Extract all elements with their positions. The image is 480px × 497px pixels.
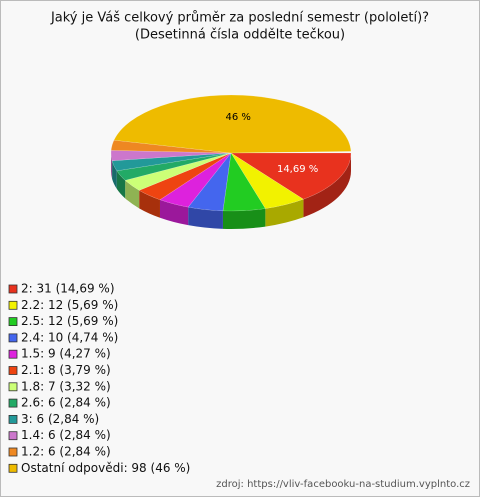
slice-side — [265, 199, 304, 227]
slice — [230, 152, 352, 200]
slice — [113, 94, 352, 154]
legend-label: 1.8: 7 (3,32 %) — [21, 379, 111, 393]
slice — [116, 152, 232, 181]
legend-label: 2.5: 12 (5,69 %) — [21, 314, 118, 328]
chart-title: Jaký je Váš celkový průměr za poslední s… — [50, 11, 429, 26]
slice-side — [111, 153, 113, 179]
slice-side — [188, 207, 223, 229]
slice-side — [222, 208, 266, 229]
legend-swatch — [8, 300, 18, 310]
legend-label: 2.6: 6 (2,84 %) — [21, 396, 111, 410]
legend-label: 2.2: 12 (5,69 %) — [21, 298, 118, 312]
legend-label: 3: 6 (2,84 %) — [21, 412, 99, 426]
legend-swatch — [8, 333, 18, 343]
slice-side — [303, 153, 351, 218]
legend-label: 1.2: 6 (2,84 %) — [21, 445, 111, 459]
legend-swatch — [8, 382, 18, 392]
legend-swatch — [8, 284, 18, 294]
value-label: 46 % — [226, 112, 251, 123]
legend-swatch — [8, 447, 18, 457]
slice-side — [159, 199, 189, 226]
legend-swatch — [8, 317, 18, 327]
legend-swatch — [8, 366, 18, 375]
slice-side — [116, 170, 126, 199]
legend-label: 2.4: 10 (4,74 %) — [21, 330, 118, 344]
legend-swatch — [8, 398, 18, 408]
slice-side — [139, 190, 160, 218]
slice — [111, 152, 232, 172]
slice — [124, 152, 232, 191]
legend-label: 1.5: 9 (4,27 %) — [21, 347, 111, 361]
chart-subtitle: (Desetinná čísla oddělte tečkou) — [135, 28, 345, 43]
legend-swatch — [8, 431, 18, 441]
slice — [187, 152, 232, 212]
slice-side — [125, 180, 140, 209]
source: zdroj: https://vliv-facebooku-na-studium… — [216, 479, 470, 490]
slice — [138, 152, 232, 201]
legend-label: 2: 31 (14,69 %) — [21, 282, 115, 296]
legend-swatch — [8, 463, 18, 473]
slice — [159, 152, 232, 208]
slice — [222, 152, 266, 212]
slice — [110, 139, 232, 154]
legend-swatch — [8, 414, 18, 424]
slice — [230, 152, 304, 209]
slice-side — [112, 160, 117, 189]
legend-label: Ostatní odpovědi: 98 (46 %) — [21, 461, 190, 475]
legend-label: 1.4: 6 (2,84 %) — [21, 428, 111, 442]
slice — [110, 150, 232, 162]
value-label: 14,69 % — [277, 164, 318, 175]
legend-label: 2.1: 8 (3,79 %) — [21, 363, 111, 377]
legend-swatch — [8, 349, 18, 359]
